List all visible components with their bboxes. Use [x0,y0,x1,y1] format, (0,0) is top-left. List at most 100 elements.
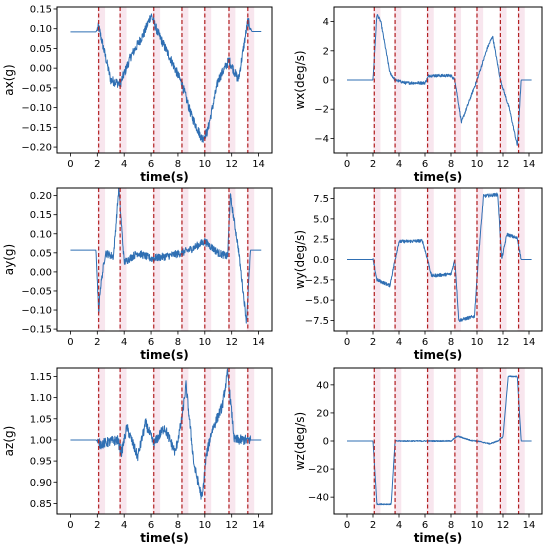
y-tick-label: 4 [323,17,329,28]
y-tick-label: 0 [323,437,329,448]
y-tick-label: 2.5 [313,235,329,246]
y-tick-label: −7.5 [305,316,329,327]
chart-panel-5: 0 2 4 6 8 10 12 14 0.85 0.90 0.95 1.00 1.05 1.10 1.15 t… [2,367,273,545]
y-tick-label: 0.15 [30,4,52,15]
x-tick-label: 12 [497,159,510,170]
event-band [476,188,484,331]
x-tick-label: 4 [121,337,127,348]
x-tick-label: 0 [67,337,73,348]
x-tick-label: 4 [121,520,127,531]
x-tick-label: 0 [344,337,350,348]
y-tick-label: −2.5 [305,275,329,286]
x-tick-label: 14 [252,520,265,531]
x-tick-label: 8 [448,520,454,531]
x-tick-label: 8 [448,337,454,348]
x-tick-label: 14 [523,159,536,170]
x-axis-label: time(s) [140,531,189,545]
chart-panel-6: 0 2 4 6 8 10 12 14 −40 −20 0 20 40 time(s) wz(deg/s) [293,367,543,545]
x-tick-label: 14 [523,520,536,531]
x-tick-label: 2 [94,337,100,348]
event-band [453,368,462,514]
x-tick-label: 6 [148,337,154,348]
event-band [499,7,507,153]
event-band [426,188,434,331]
x-tick-label: 10 [471,159,484,170]
y-tick-label: 0 [323,76,329,87]
x-tick-label: 10 [471,520,484,531]
event-band [394,188,402,331]
y-tick-label: 0.15 [30,210,52,221]
event-band [453,7,462,153]
event-band [246,188,255,331]
y-tick-label: 0.85 [30,499,52,510]
x-tick-label: 0 [67,520,73,531]
x-tick-label: 2 [370,159,376,170]
x-tick-label: 10 [471,337,484,348]
x-tick-label: 2 [370,520,376,531]
y-tick-label: −0.15 [21,325,52,336]
x-tick-label: 12 [497,520,510,531]
y-tick-label: −0.20 [21,143,52,154]
y-tick-label: −0.10 [21,306,52,317]
y-tick-label: −0.15 [21,123,52,134]
chart-panel-1: 0 2 4 6 8 10 12 14 −0.20 −0.15 −0.10 −0.05 0.00 0.05 0… [2,4,273,184]
x-tick-label: 12 [497,337,510,348]
y-axis-label: ax(g) [2,64,16,95]
x-tick-label: 10 [198,337,211,348]
event-band [180,368,189,514]
x-tick-label: 2 [370,337,376,348]
y-tick-label: 0.05 [30,248,52,259]
y-tick-label: 0.05 [30,44,52,55]
y-tick-label: 0.10 [30,24,52,35]
x-tick-label: 6 [422,159,428,170]
y-axis-label: wx(deg/s) [293,50,307,109]
x-tick-label: 4 [396,520,402,531]
x-tick-label: 10 [198,520,211,531]
y-tick-label: 7.5 [313,194,329,205]
event-band [373,7,381,153]
event-band [203,188,212,331]
event-band [228,188,236,331]
y-axis-label: wy(deg/s) [293,230,307,289]
x-tick-label: 2 [94,159,100,170]
x-tick-label: 4 [396,337,402,348]
series-line [346,192,532,322]
x-tick-label: 0 [344,520,350,531]
y-axis-label: wz(deg/s) [293,412,307,470]
plot-frame [56,187,273,332]
y-tick-label: 0.00 [30,64,52,75]
x-tick-label: 6 [422,520,428,531]
event-band [180,188,189,331]
x-axis-label: time(s) [414,170,463,184]
y-tick-label: 1.05 [30,414,52,425]
event-band [228,7,236,153]
y-tick-label: −40 [308,493,329,504]
y-axis-label: ay(g) [2,244,16,275]
y-tick-label: 1.10 [30,393,52,404]
event-band [453,188,462,331]
x-tick-label: 8 [175,520,181,531]
x-tick-label: 12 [225,520,238,531]
x-tick-label: 8 [175,159,181,170]
event-band [180,7,189,153]
plot-frame [56,367,273,515]
y-tick-label: 1.15 [30,372,52,383]
x-tick-label: 14 [252,337,265,348]
x-tick-label: 6 [148,520,154,531]
x-axis-label: time(s) [414,348,463,362]
y-tick-label: 20 [316,408,329,419]
x-tick-label: 0 [344,159,350,170]
chart-panel-4: 0 2 4 6 8 10 12 14 −7.5 −5.0 −2.5 0.0 2.5 5.0 7.5 time(… [293,187,543,362]
series-line [70,368,262,500]
event-band [152,7,161,153]
y-tick-label: 0.20 [30,191,52,202]
x-tick-label: 6 [422,337,428,348]
x-axis-label: time(s) [140,170,189,184]
event-band [97,368,106,514]
x-tick-label: 14 [523,337,536,348]
x-tick-label: 14 [252,159,265,170]
x-tick-label: 4 [121,159,127,170]
x-tick-label: 0 [67,159,73,170]
series-line [346,375,532,506]
